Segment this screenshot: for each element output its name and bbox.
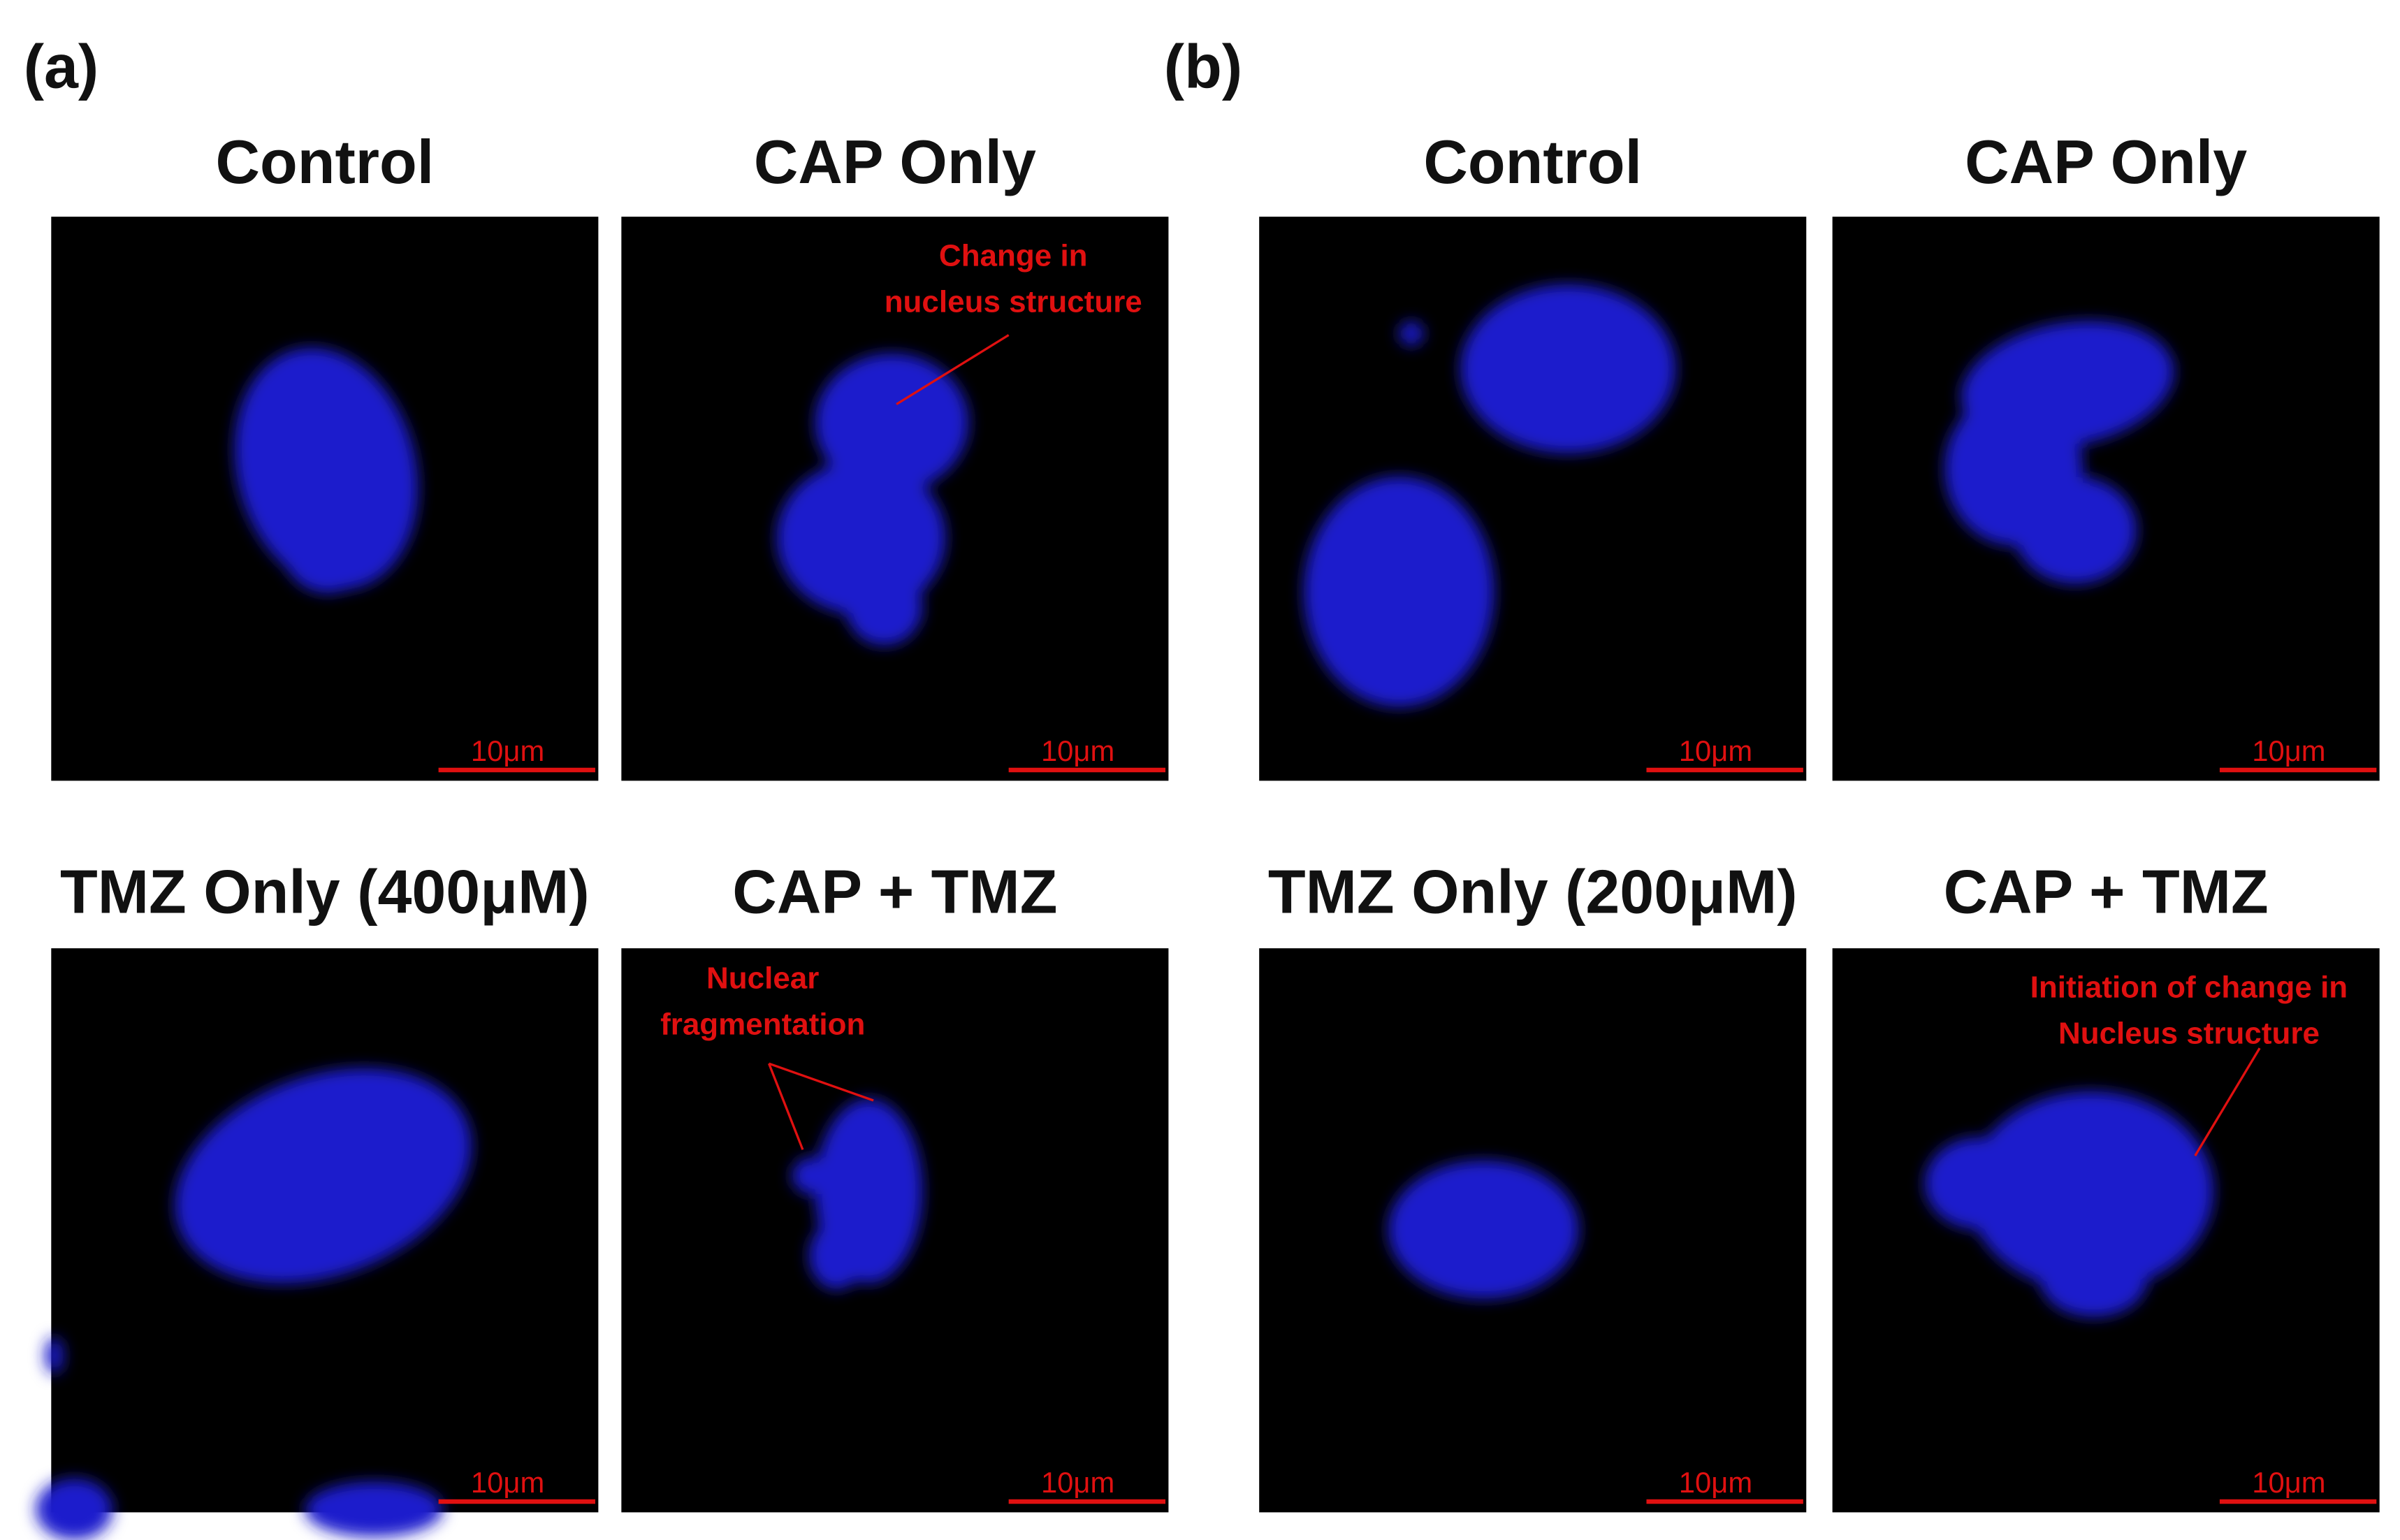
nucleus: [234, 347, 419, 590]
scale-bar-label: 10μm: [1679, 1466, 1752, 1499]
nucleus-group: [234, 347, 419, 594]
nucleus: [175, 1068, 472, 1284]
micrograph: 10μm: [1259, 948, 1807, 1513]
nucleus-group: [776, 353, 969, 646]
image-title: TMZ Only (400μM): [60, 857, 590, 927]
annotation: Change in: [939, 239, 1088, 273]
scale-bar-label: 10μm: [471, 1466, 544, 1499]
nucleus: [45, 1337, 64, 1374]
nucleus-group: [1303, 284, 1676, 707]
annotation: Initiation of change in: [2030, 971, 2348, 1005]
micrograph: 10μm Change in nucleus structure: [621, 217, 1169, 781]
annotation: fragmentation: [660, 1007, 865, 1041]
image-title: CAP + TMZ: [1944, 857, 2269, 927]
nucleus-group: [36, 1068, 472, 1540]
panel-label: (b): [1164, 31, 1242, 101]
nucleus: [1968, 1091, 2214, 1291]
annotation: Nuclear: [706, 961, 819, 995]
nucleus: [1388, 1160, 1579, 1299]
micrograph: 10μm: [1832, 217, 2380, 781]
panel-label: (a): [24, 31, 99, 101]
annotation: Nucleus structure: [2058, 1017, 2320, 1051]
nucleus: [1399, 321, 1424, 346]
nucleus: [282, 501, 374, 594]
micrograph: 10μm Nuclear fragmentation: [621, 948, 1169, 1513]
nucleus: [305, 1481, 444, 1537]
nucleus-group: [1944, 321, 2174, 584]
nucleus-group: [1388, 1160, 1579, 1299]
image-title: CAP + TMZ: [732, 857, 1057, 927]
micrograph: 10μm Initiation of change in Nucleus struc…: [1832, 948, 2380, 1513]
nucleus: [36, 1479, 113, 1540]
nucleus: [1303, 476, 1494, 707]
scale-bar-label: 10μm: [1679, 734, 1752, 767]
nucleus: [1924, 1137, 2032, 1230]
image-title: CAP Only: [754, 127, 1036, 196]
nucleus-group: [792, 1098, 923, 1290]
annotation-pointer: [2194, 1047, 2261, 1156]
image-title: TMZ Only (200μM): [1268, 857, 1798, 927]
nucleus: [792, 1157, 829, 1195]
image-title: CAP Only: [1965, 127, 2247, 196]
nucleus: [2039, 1240, 2148, 1318]
nucleus: [1460, 284, 1676, 453]
nucleus: [808, 1221, 864, 1290]
micrograph: 10μm: [1259, 217, 1807, 781]
scale-bar-label: 10μm: [1041, 1466, 1114, 1499]
nucleus: [815, 353, 969, 492]
nucleus: [1988, 1228, 2014, 1253]
annotation-pointer: [896, 334, 1010, 405]
scale-bar-label: 10μm: [2252, 1466, 2325, 1499]
annotation-pointer: [767, 1063, 804, 1150]
micrograph: 10μm: [36, 948, 599, 1540]
scale-bar-label: 10μm: [1041, 734, 1114, 767]
scale-bar-label: 10μm: [471, 734, 544, 767]
image-title: Control: [1423, 127, 1642, 196]
annotation: nucleus structure: [885, 285, 1142, 319]
nucleus: [2014, 476, 2137, 584]
image-title: Control: [215, 127, 434, 196]
annotation-pointer: [768, 1062, 874, 1102]
nucleus: [845, 568, 923, 646]
micrograph: 10μm: [51, 217, 599, 781]
scale-bar-label: 10μm: [2252, 734, 2325, 767]
nucleus-group: [1924, 1091, 2214, 1318]
